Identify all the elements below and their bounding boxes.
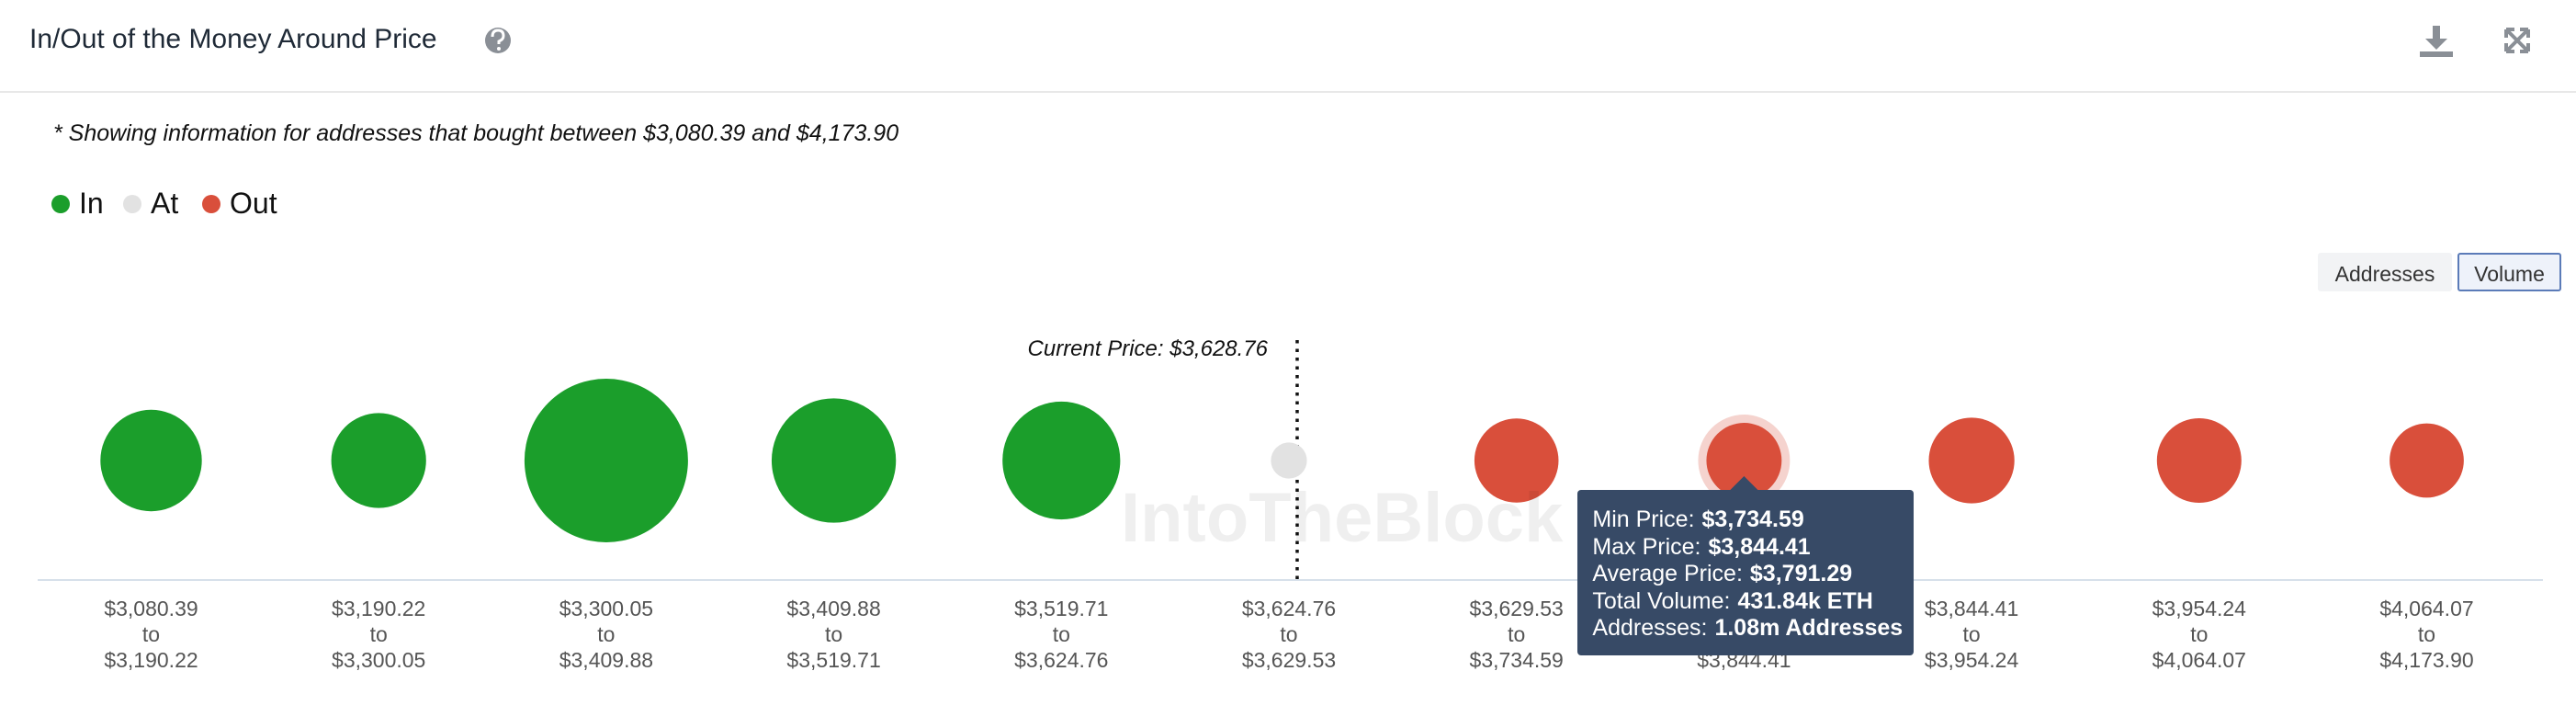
range-word: to	[2190, 622, 2209, 646]
tooltip-value: 431.84k ETH	[1737, 587, 1873, 614]
legend-dot	[202, 194, 220, 213]
legend-item[interactable]: At	[123, 187, 178, 221]
bubble	[1928, 417, 2015, 504]
range-max: $3,734.59	[1469, 648, 1564, 672]
expand-icon[interactable]	[2504, 28, 2530, 53]
tooltip-label: Min Price:	[1592, 506, 1695, 532]
range-min: $3,624.76	[1241, 597, 1337, 620]
bubble	[100, 409, 202, 512]
x-tick-label: $3,190.22 to $3,300.05	[332, 596, 425, 673]
legend-item[interactable]: Out	[202, 187, 277, 221]
tooltip: Min Price: $3,734.59 Max Price: $3,844.41 Av…	[1577, 490, 1915, 655]
title: In/Out of the Money Around Price	[29, 24, 437, 54]
range-word: to	[141, 622, 161, 646]
range-min: $3,409.88	[786, 597, 881, 620]
bubble	[771, 398, 897, 523]
range-min: $3,629.53	[1469, 597, 1564, 620]
x-tick-label: $3,080.39 to $3,190.22	[104, 596, 198, 673]
tooltip-label: Max Price:	[1592, 533, 1701, 560]
range-word: to	[369, 622, 388, 646]
range-max: $3,300.05	[332, 648, 426, 672]
range-max: $4,064.07	[2152, 648, 2246, 672]
toggle-button[interactable]: Volume	[2457, 253, 2561, 291]
current-price-label: Current Price: $3,628.76	[1027, 336, 1268, 361]
bubble	[1706, 423, 1782, 498]
x-tick-label: $3,409.88 to $3,519.71	[786, 596, 880, 673]
legend-label: Out	[230, 187, 277, 220]
range-word: to	[597, 622, 616, 646]
tooltip-row: Addresses: 1.08m Addresses	[1592, 615, 1903, 643]
range-min: $4,064.07	[2379, 597, 2474, 620]
range-word: to	[1962, 622, 1981, 646]
tooltip-row: Max Price: $3,844.41	[1592, 534, 1899, 562]
tooltip-value: 1.08m Addresses	[1714, 615, 1904, 641]
x-tick-label: $3,844.41 to $3,954.24	[1925, 596, 2018, 673]
help-icon[interactable]	[485, 28, 511, 53]
x-tick-label: $3,954.24 to $4,064.07	[2152, 596, 2246, 673]
tooltip-value: $3,791.29	[1749, 561, 1853, 586]
range-max: $3,629.53	[1241, 648, 1337, 672]
legend-label: In	[79, 187, 104, 220]
x-tick-label: $3,629.53 to $3,734.59	[1470, 596, 1564, 673]
bubble	[2156, 418, 2242, 503]
range-word: to	[824, 622, 843, 646]
range-word: to	[2417, 622, 2436, 646]
legend-label: At	[151, 187, 179, 220]
range-max: $3,409.88	[559, 648, 654, 672]
range-min: $3,300.05	[559, 597, 654, 620]
tooltip-value: $3,734.59	[1701, 506, 1804, 532]
x-tick-label: $3,624.76 to $3,629.53	[1242, 596, 1336, 673]
range-max: $3,624.76	[1014, 648, 1109, 672]
tooltip-row: Average Price: $3,791.29	[1592, 561, 1899, 588]
range-word: to	[1508, 622, 1526, 646]
range-min: $3,954.24	[2152, 597, 2246, 620]
range-word: to	[1280, 622, 1298, 646]
range-min: $3,190.22	[332, 597, 426, 620]
legend-item[interactable]: In	[51, 187, 104, 221]
tooltip-label: Addresses:	[1592, 615, 1708, 641]
range-min: $3,844.41	[1924, 597, 2019, 620]
header-divider	[0, 91, 2576, 93]
bubble	[1474, 418, 1559, 503]
bubble	[524, 379, 688, 542]
bubble	[2390, 423, 2464, 498]
range-word: to	[1052, 622, 1070, 646]
range-min: $3,080.39	[104, 597, 198, 620]
tooltip-value: $3,844.41	[1708, 533, 1811, 560]
note: * Showing information for addresses that…	[53, 120, 899, 146]
bubble	[1271, 442, 1307, 479]
tooltip-label: Average Price:	[1592, 561, 1743, 586]
toggle-button[interactable]: Addresses	[2318, 253, 2452, 291]
range-max: $3,190.22	[104, 648, 198, 672]
legend-dot	[123, 194, 141, 213]
x-tick-label: $4,064.07 to $4,173.90	[2379, 596, 2473, 673]
x-tick-label: $3,300.05 to $3,409.88	[559, 596, 653, 673]
download-icon[interactable]	[2420, 26, 2453, 57]
range-min: $3,519.71	[1014, 597, 1109, 620]
tooltip-row: Total Volume: 431.84k ETH	[1592, 588, 1899, 616]
range-max: $3,954.24	[1924, 648, 2019, 672]
legend-dot	[51, 194, 70, 213]
tooltip-label: Total Volume:	[1592, 587, 1731, 614]
tooltip-pointer	[1729, 476, 1759, 491]
bubble	[331, 413, 426, 508]
watermark: IntoTheBlock	[1121, 479, 1564, 557]
tooltip-row: Min Price: $3,734.59	[1592, 506, 1899, 534]
bubble	[1002, 401, 1121, 520]
x-tick-label: $3,519.71 to $3,624.76	[1014, 596, 1108, 673]
range-max: $3,519.71	[786, 648, 881, 672]
range-max: $4,173.90	[2379, 648, 2474, 672]
